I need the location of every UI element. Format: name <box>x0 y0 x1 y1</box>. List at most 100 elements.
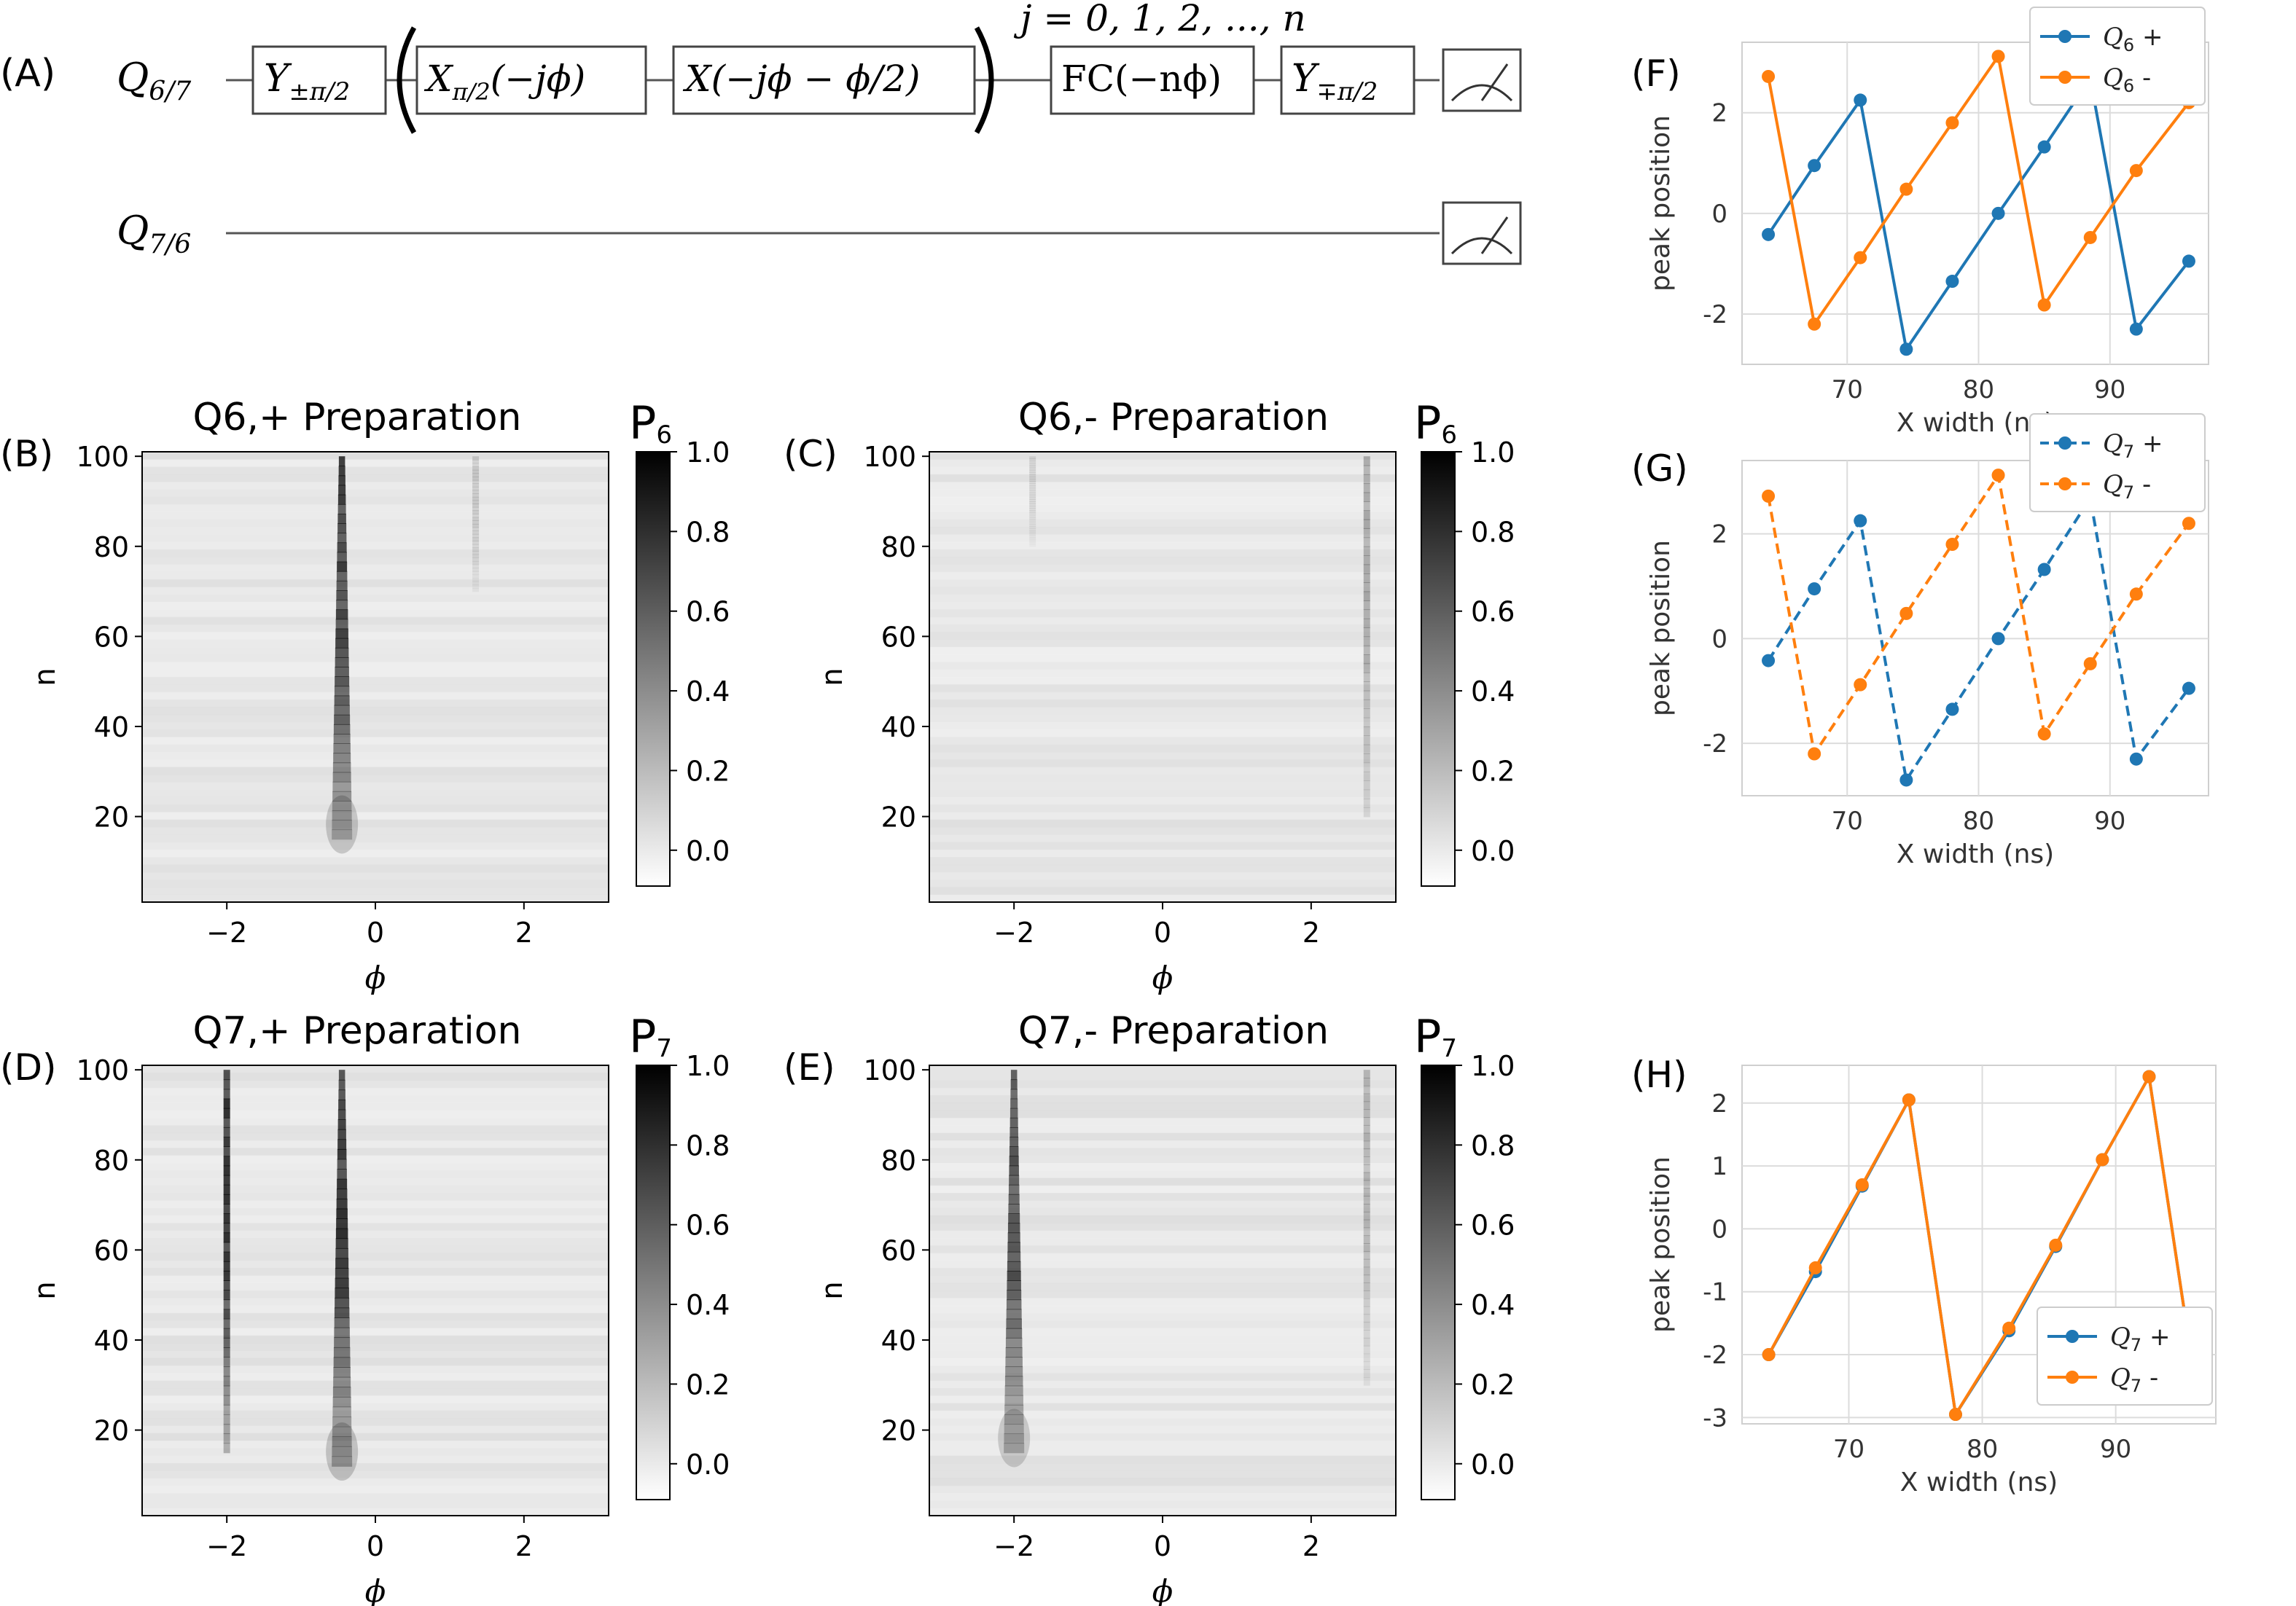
y-axis-label: n <box>28 1281 62 1299</box>
heatmap-noise-row <box>929 752 1396 760</box>
heatmap-panel-b: (B) Q6,+ Preparation 100 80 60 40 20 −2 0 2 ϕ n P6 1.… <box>0 396 730 995</box>
data-point <box>1762 1348 1776 1362</box>
heatmap-streak <box>332 1396 351 1408</box>
heatmap-noise-row <box>142 819 609 828</box>
y-axis-label: peak position <box>1646 1156 1676 1333</box>
plot-area <box>1741 460 2209 796</box>
colorbar-tick-label: 0.6 <box>1471 1210 1515 1242</box>
heatmap-noise-row <box>142 1328 609 1336</box>
heatmap-noise-row <box>929 1350 1396 1359</box>
colorbar <box>1421 451 1456 887</box>
heatmap-streak <box>1363 555 1370 565</box>
heatmap-noise-row <box>929 782 1396 791</box>
heatmap-streak <box>1363 1227 1370 1237</box>
heatmap-streak <box>1009 1156 1019 1167</box>
y-tick-label: 40 <box>94 711 129 743</box>
data-point <box>2129 164 2143 178</box>
heatmap-noise-row <box>142 812 609 820</box>
legend-qubit-subscript: 7 <box>2123 442 2134 462</box>
colorbar-tick-label: 1.0 <box>1471 436 1515 469</box>
heatmap-streak <box>1363 1314 1370 1323</box>
heatmap-streak <box>1006 1318 1022 1329</box>
data-point <box>2182 517 2195 530</box>
y-tick-label: 40 <box>881 1325 916 1357</box>
heatmap-streak <box>338 475 345 486</box>
heatmap-streak <box>1363 645 1370 655</box>
heatmap-streak <box>337 1169 347 1180</box>
heatmap-streak <box>223 1223 230 1234</box>
heatmap-streak <box>1029 467 1036 471</box>
x-axis-label: ϕ <box>365 1573 386 1606</box>
heatmap-streak <box>472 456 480 461</box>
heatmap-noise-row <box>142 1448 609 1457</box>
heatmap-streak <box>472 496 480 501</box>
y-tick-label: 60 <box>881 1234 916 1266</box>
heatmap-streak <box>223 1117 230 1128</box>
heatmap-noise-row <box>929 624 1396 632</box>
heatmap-streak <box>1008 1194 1020 1204</box>
heatmap-streak <box>1004 1433 1024 1444</box>
y-tick-label: 100 <box>863 1054 916 1086</box>
heatmap-streak <box>1029 469 1036 473</box>
heatmap-noise-row <box>929 737 1396 745</box>
legend-qubit-subscript: 6 <box>2123 76 2134 96</box>
colorbar-tick-label: 0.4 <box>1471 675 1515 708</box>
heatmap-streak <box>1007 1223 1020 1234</box>
heatmap-noise-row <box>142 1485 609 1494</box>
data-point <box>1854 93 1867 107</box>
heatmap-streak <box>223 1433 230 1444</box>
heatmap-noise-row <box>929 1065 1396 1073</box>
heatmap-noise-row <box>142 474 609 482</box>
heatmap-noise-row <box>929 744 1396 753</box>
heatmap-noise-row <box>929 1328 1396 1336</box>
heatmap-streak <box>1029 514 1036 518</box>
heatmap-noise-row <box>142 1282 609 1291</box>
heatmap-streak <box>223 1242 230 1253</box>
data-point <box>2142 1070 2156 1084</box>
colorbar-title: P6 <box>629 396 672 450</box>
y-tick-label: 80 <box>881 1145 916 1177</box>
heatmap-streak <box>1363 627 1370 638</box>
heatmap-streak <box>1363 474 1370 485</box>
heatmap-streak <box>332 810 352 821</box>
heatmap-noise-row <box>929 1485 1396 1494</box>
heatmap-noise-row <box>929 1403 1396 1411</box>
heatmap-streak <box>1363 690 1370 700</box>
heatmap-streak <box>472 581 480 586</box>
heatmap-noise-row <box>142 1478 609 1486</box>
heatmap-streak <box>334 1317 350 1328</box>
heatmap-streak <box>337 494 346 505</box>
data-point <box>1855 1178 1869 1191</box>
heatmap-noise-row <box>929 1478 1396 1486</box>
data-point <box>1899 182 1913 196</box>
heatmap-streak <box>332 820 352 831</box>
legend-qubit-letter: Q <box>2110 1323 2131 1352</box>
heatmap-streak <box>337 1119 346 1130</box>
heatmap-noise-row <box>142 1312 609 1321</box>
heatmap-noise-row <box>142 887 609 896</box>
heatmap-noise-row <box>929 452 1396 460</box>
heatmap-noise-row <box>929 1275 1396 1284</box>
heatmap-streak <box>332 791 352 802</box>
heatmap-noise-row <box>142 527 609 535</box>
data-point <box>2083 230 2097 244</box>
heatmap-title: Q7,+ Preparation <box>192 1009 521 1053</box>
heatmap-streak <box>1007 1242 1020 1253</box>
heatmap-streak <box>472 544 480 549</box>
heatmap-noise-row <box>142 1433 609 1441</box>
heatmap-streak <box>335 1268 349 1279</box>
heatmap-streak <box>334 1327 350 1339</box>
heatmap-streak <box>1029 458 1036 462</box>
heatmap-streak <box>1029 512 1036 516</box>
heatmap-streak <box>472 568 480 572</box>
heatmap-noise-row <box>142 1170 609 1179</box>
heatmap-streak <box>223 1309 230 1320</box>
colorbar-tick-label: 0.8 <box>686 1129 730 1162</box>
heatmap-streak <box>1006 1299 1022 1310</box>
heatmap-streak-tail <box>998 1409 1031 1468</box>
heatmap-streak <box>1029 530 1036 534</box>
heatmap-streak <box>1363 456 1370 466</box>
heatmap-noise-row <box>929 677 1396 685</box>
heatmap-noise-row <box>929 1455 1396 1464</box>
